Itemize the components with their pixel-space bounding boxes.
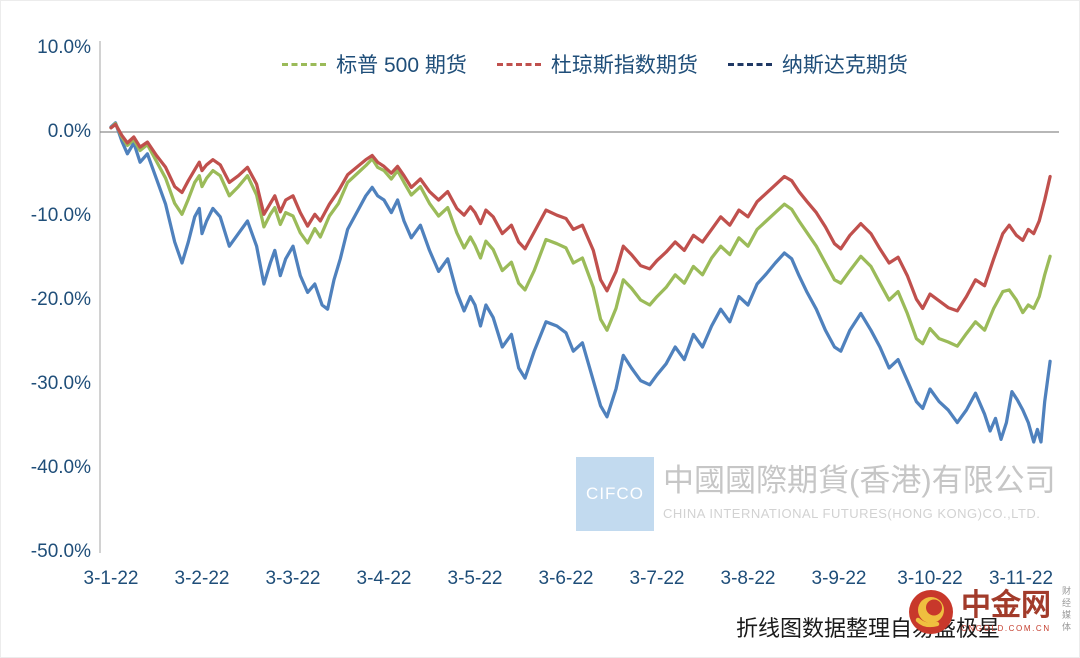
y-tick-label: -30.0%	[30, 373, 91, 394]
cngold-logo-name: 中金网	[961, 589, 1051, 622]
y-tick-label: -40.0%	[30, 457, 91, 478]
cngold-logo-tagline: 财经媒体	[1061, 586, 1071, 634]
x-tick-label: 3-3-22	[265, 568, 321, 589]
x-tick-label: 3-1-22	[83, 568, 139, 589]
cngold-logo-icon	[909, 590, 953, 634]
x-tick-label: 3-7-22	[629, 568, 685, 589]
series-line-1	[109, 122, 1052, 313]
cngold-logo-domain: CNGOLD.COM.CN	[961, 624, 1051, 633]
y-tick-label: -50.0%	[30, 541, 91, 562]
cngold-logo: 中金网 CNGOLD.COM.CN 财经媒体	[907, 586, 1073, 638]
y-tick-label: -10.0%	[30, 205, 91, 226]
y-tick-label: 10.0%	[37, 37, 91, 58]
y-tick-label: 0.0%	[47, 121, 91, 142]
series-line-2	[109, 121, 1052, 444]
series-line-0	[109, 121, 1052, 348]
x-tick-label: 3-10-22	[897, 568, 963, 589]
legend-label: 纳斯达克期货	[781, 54, 908, 77]
legend-swatch-icon	[496, 62, 541, 66]
legend-swatch-icon	[282, 62, 327, 66]
legend-item-2: 纳斯达克期货	[727, 49, 908, 79]
x-tick-label: 3-2-22	[174, 568, 230, 589]
x-tick-label: 3-8-22	[720, 568, 776, 589]
cifco-logo-box: CIFCO	[576, 457, 654, 531]
x-tick-label: 3-5-22	[447, 568, 503, 589]
x-tick-label: 3-6-22	[538, 568, 594, 589]
legend-item-0: 标普 500 期货	[282, 49, 467, 79]
x-tick-label: 3-9-22	[811, 568, 867, 589]
cngold-logo-text: 中金网 CNGOLD.COM.CN	[961, 591, 1051, 633]
y-axis: 10.0% 0.0% -10.0% -20.0% -30.0% -40.0% -50.0%	[1, 1, 93, 657]
watermark-title: 中國國際期貨(香港)有限公司	[663, 463, 1056, 498]
x-tick-label: 3-11-22	[988, 568, 1054, 589]
source-note: 折线图数据整理自易盛极星	[736, 616, 1001, 641]
cifco-logo-label: CIFCO	[586, 484, 644, 503]
watermark-text: 中國國際期貨(香港)有限公司 CHINA INTERNATIONAL FUTUR…	[663, 457, 1056, 521]
y-tick-label: -20.0%	[30, 289, 91, 310]
legend-item-1: 杜琼斯指数期货	[496, 49, 698, 79]
watermark: CIFCO 中國國際期貨(香港)有限公司 CHINA INTERNATIONAL…	[576, 457, 1056, 531]
chart-legend: 标普 500 期货 杜琼斯指数期货 纳斯达克期货	[121, 49, 1069, 79]
x-tick-label: 3-4-22	[356, 568, 412, 589]
legend-swatch-icon	[727, 62, 772, 66]
legend-label: 标普 500 期货	[336, 54, 467, 77]
legend-label: 杜琼斯指数期货	[550, 54, 698, 77]
x-axis: 3-1-22 3-2-22 3-3-22 3-4-22 3-5-22 3-6-22 3-7-…	[1, 567, 1079, 595]
watermark-subtitle: CHINA INTERNATIONAL FUTURES(HONG KONG)CO…	[663, 505, 1041, 521]
